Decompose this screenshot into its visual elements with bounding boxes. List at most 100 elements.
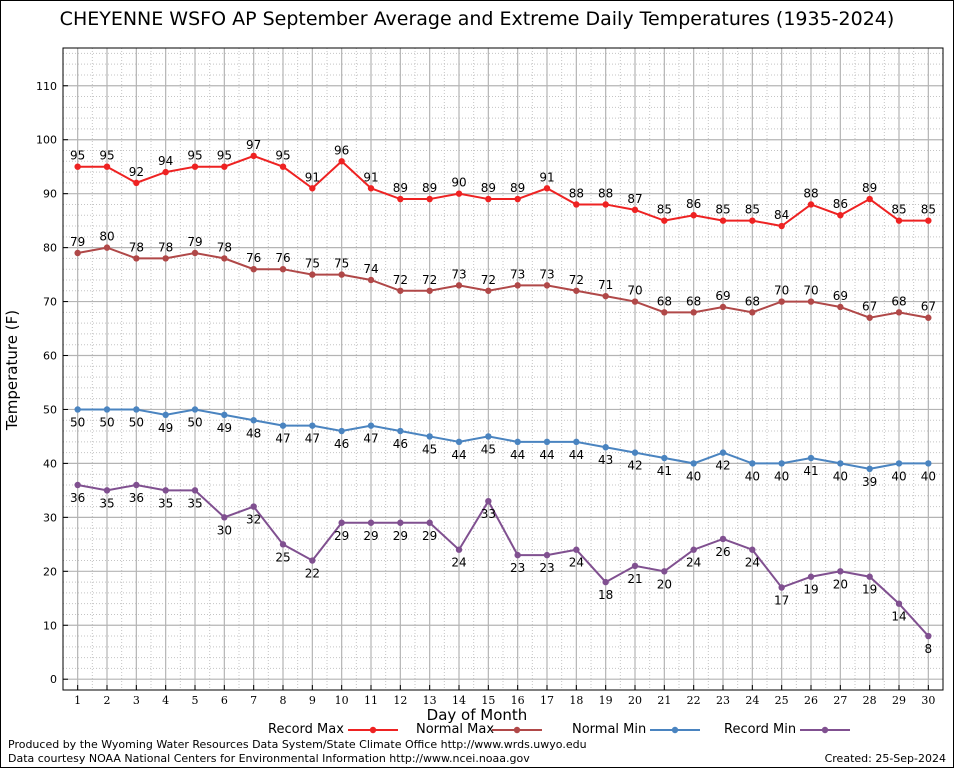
data-label: 85 [715, 203, 730, 217]
data-point [162, 487, 169, 494]
data-point [250, 417, 257, 424]
data-point [866, 195, 873, 203]
data-label: 40 [891, 469, 906, 483]
data-label: 50 [129, 415, 144, 429]
y-tick-label: 20 [43, 565, 57, 578]
data-point [661, 309, 668, 316]
data-point [837, 303, 844, 311]
data-label: 45 [422, 442, 437, 456]
data-point [690, 460, 697, 467]
data-label: 68 [745, 294, 760, 308]
data-label: 25 [275, 550, 290, 564]
y-tick-label: 30 [43, 511, 57, 524]
data-point [807, 454, 815, 462]
data-point [103, 487, 111, 494]
data-point [690, 309, 697, 316]
data-point [133, 406, 140, 413]
data-point [749, 309, 756, 316]
data-point [309, 271, 316, 278]
data-label: 22 [305, 567, 320, 581]
data-label: 40 [833, 469, 848, 483]
data-label: 50 [70, 415, 85, 429]
data-point [367, 422, 375, 429]
data-point [397, 195, 404, 203]
data-point [367, 185, 375, 192]
data-point [837, 460, 844, 467]
data-label: 74 [363, 262, 378, 276]
data-point [631, 206, 639, 214]
x-tick-label: 12 [393, 694, 407, 707]
data-label: 78 [129, 240, 144, 254]
data-label: 95 [217, 149, 232, 163]
data-point [250, 503, 257, 510]
data-label: 21 [627, 572, 642, 586]
x-tick-label: 3 [133, 694, 140, 707]
data-label: 89 [393, 181, 408, 195]
data-point [74, 406, 81, 413]
data-label: 67 [921, 300, 936, 314]
data-label: 47 [305, 432, 320, 446]
x-tick-label: 4 [162, 694, 169, 707]
data-label: 69 [833, 289, 848, 303]
data-point [925, 314, 932, 321]
data-point [250, 152, 257, 160]
data-point [719, 303, 727, 311]
data-label: 44 [510, 448, 525, 462]
data-point [191, 406, 199, 413]
data-label: 50 [99, 415, 114, 429]
legend-label: Record Min [724, 722, 797, 737]
data-label: 17 [774, 593, 789, 607]
data-label: 24 [745, 556, 760, 570]
x-tick-label: 8 [280, 694, 287, 707]
y-tick-label: 90 [43, 188, 57, 201]
data-label: 29 [363, 529, 378, 543]
data-point [778, 222, 785, 230]
data-label: 69 [715, 289, 730, 303]
data-point [631, 449, 639, 456]
data-point [837, 568, 844, 575]
data-label: 88 [569, 186, 584, 200]
x-tick-label: 28 [863, 694, 877, 707]
data-point [103, 244, 111, 251]
data-label: 79 [187, 235, 202, 249]
data-point [338, 519, 345, 526]
data-label: 94 [158, 154, 173, 168]
y-tick-label: 40 [43, 457, 57, 470]
data-point [191, 487, 199, 494]
data-label: 89 [862, 181, 877, 195]
data-point [426, 195, 433, 203]
data-point [778, 584, 785, 591]
data-label: 88 [803, 186, 818, 200]
data-label: 42 [715, 459, 730, 473]
data-point [778, 298, 785, 305]
data-point [573, 438, 580, 446]
data-point [162, 411, 169, 419]
data-point [602, 201, 609, 208]
data-point [309, 557, 316, 564]
data-label: 70 [803, 284, 818, 298]
data-label: 72 [569, 273, 584, 287]
data-point [426, 287, 433, 294]
data-label: 14 [891, 610, 906, 624]
data-label: 95 [99, 149, 114, 163]
data-point [573, 201, 580, 208]
data-label: 48 [246, 426, 261, 440]
data-point [514, 195, 521, 203]
data-point [719, 535, 727, 543]
data-point [426, 433, 433, 440]
data-label: 72 [481, 273, 496, 287]
data-label: 88 [598, 186, 613, 200]
data-label: 68 [686, 294, 701, 308]
data-point [191, 163, 199, 170]
y-axis-label: Temperature (F) [3, 309, 21, 431]
data-label: 40 [774, 469, 789, 483]
x-tick-label: 1 [74, 694, 81, 707]
data-label: 46 [393, 437, 408, 451]
data-point [749, 460, 756, 467]
data-point [221, 514, 228, 521]
data-point [279, 422, 287, 429]
data-label: 96 [334, 143, 349, 157]
data-point [485, 433, 492, 440]
x-tick-label: 25 [775, 694, 789, 707]
data-label: 44 [451, 448, 466, 462]
